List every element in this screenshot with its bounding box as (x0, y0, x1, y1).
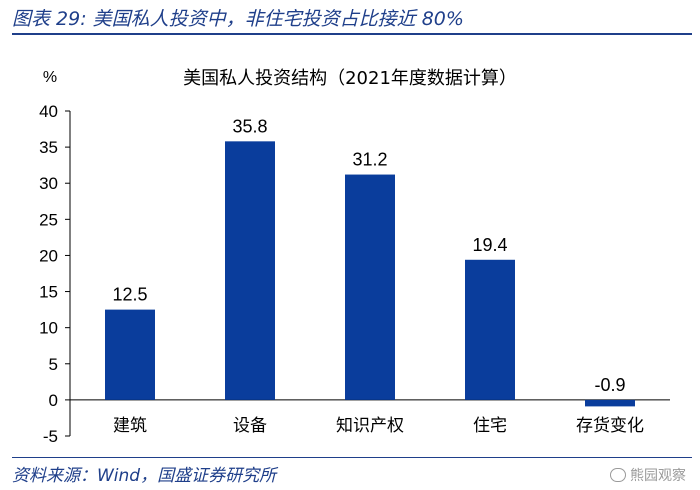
y-tick-label: 0 (49, 391, 58, 410)
category-label: 设备 (233, 416, 267, 436)
y-tick-label: 5 (49, 355, 58, 374)
value-labels-group: 12.5 35.8 31.2 19.4 -0.9 (112, 116, 625, 395)
value-label: 35.8 (232, 116, 267, 136)
bar (105, 309, 155, 400)
y-tick-label: 25 (39, 210, 58, 229)
y-tick-label: 15 (39, 283, 58, 302)
bar (585, 399, 635, 407)
bars-group (105, 141, 635, 407)
value-label: 12.5 (112, 285, 147, 305)
top-divider (12, 33, 692, 35)
value-label: 19.4 (472, 235, 507, 255)
y-tick-label: 30 (39, 174, 58, 193)
axes: -5 0 5 10 15 20 25 30 35 40 (39, 102, 670, 446)
category-label: 知识产权 (336, 416, 404, 436)
y-tick-label: -5 (43, 427, 58, 446)
y-tick-label: 35 (39, 138, 58, 157)
bar (345, 174, 395, 400)
watermark-text: 熊园观察 (630, 468, 686, 484)
category-label: 建筑 (113, 416, 147, 436)
y-tick-label: 10 (39, 319, 58, 338)
bottom-divider (12, 457, 692, 458)
watermark: 熊园观察 (610, 465, 686, 485)
y-axis-unit: % (43, 69, 57, 86)
figure-title: 图表 29: 美国私人投资中，非住宅投资占比接近 80% (12, 8, 464, 30)
value-label: -0.9 (594, 375, 625, 395)
category-label: 存货变化 (576, 416, 644, 436)
category-labels-group: 建筑 设备 知识产权 住宅 存货变化 (113, 416, 644, 436)
value-label: 31.2 (352, 150, 387, 170)
bar (465, 259, 515, 400)
chart-title: 美国私人投资结构（2021年度数据计算） (183, 68, 517, 89)
category-label: 住宅 (473, 416, 507, 436)
y-tick-label: 20 (39, 246, 58, 265)
y-tick-label: 40 (39, 102, 58, 121)
bar-chart: 美国私人投资结构（2021年度数据计算） % -5 0 5 10 15 20 25 30 35 4… (39, 68, 670, 446)
wechat-icon (610, 468, 626, 482)
source-note: 资料来源：Wind，国盛证券研究所 (12, 466, 277, 486)
bar (225, 141, 275, 400)
